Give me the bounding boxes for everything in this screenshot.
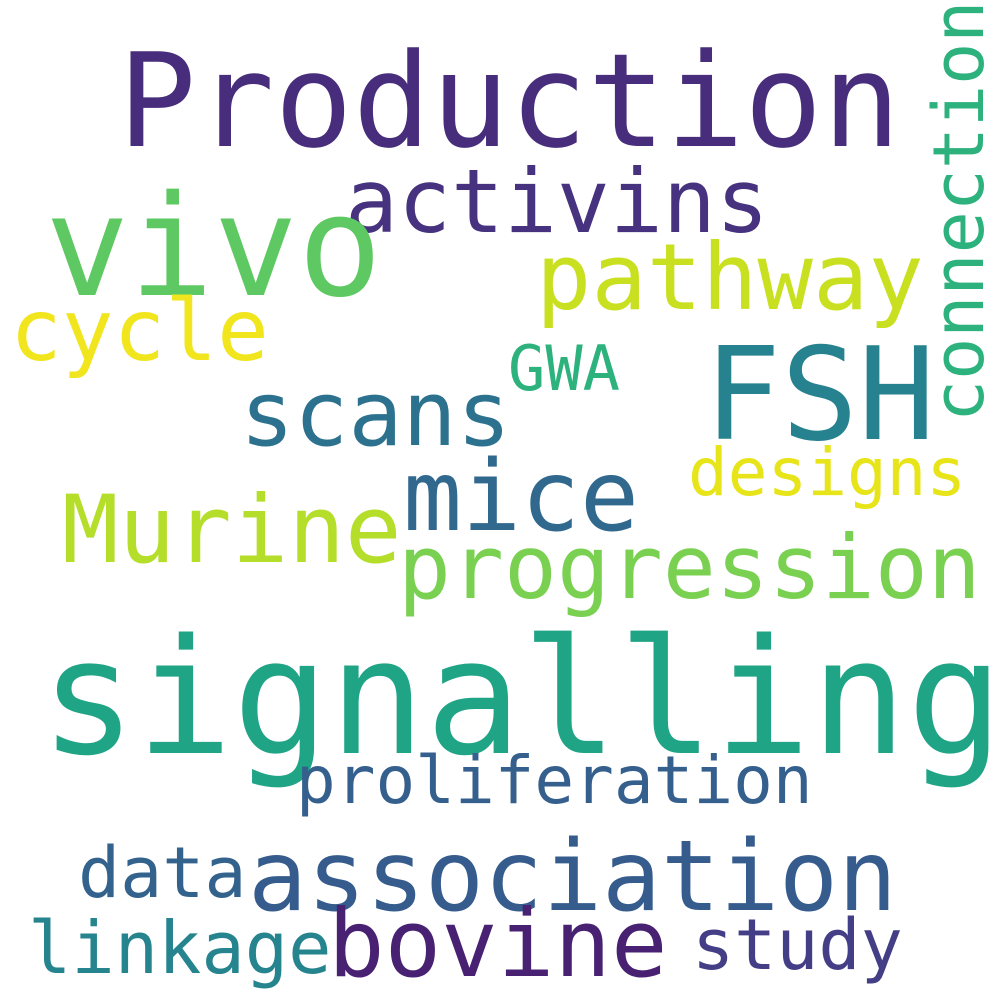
word-designs: designs — [688, 434, 967, 511]
word-fsh: FSH — [704, 321, 936, 470]
word-proliferation: proliferation — [296, 742, 813, 819]
word-vivo: vivo — [45, 166, 383, 329]
word-gwa: GWA — [508, 332, 620, 405]
word-bovine: bovine — [328, 890, 668, 999]
word-murine: Murine — [62, 476, 402, 585]
word-progression: progression — [398, 516, 981, 619]
word-data: data — [78, 832, 247, 914]
word-mice: mice — [403, 440, 640, 554]
word-signalling: signalling — [40, 604, 1000, 791]
word-production: Production — [118, 25, 901, 177]
word-study: study — [692, 904, 903, 986]
word-linkage: linkage — [28, 906, 332, 990]
word-scans: scans — [240, 362, 511, 467]
word-association: association — [248, 820, 898, 934]
word-pathway: pathway — [536, 224, 924, 331]
word-activins: activins — [345, 150, 769, 253]
word-cycle: cycle — [10, 281, 269, 381]
